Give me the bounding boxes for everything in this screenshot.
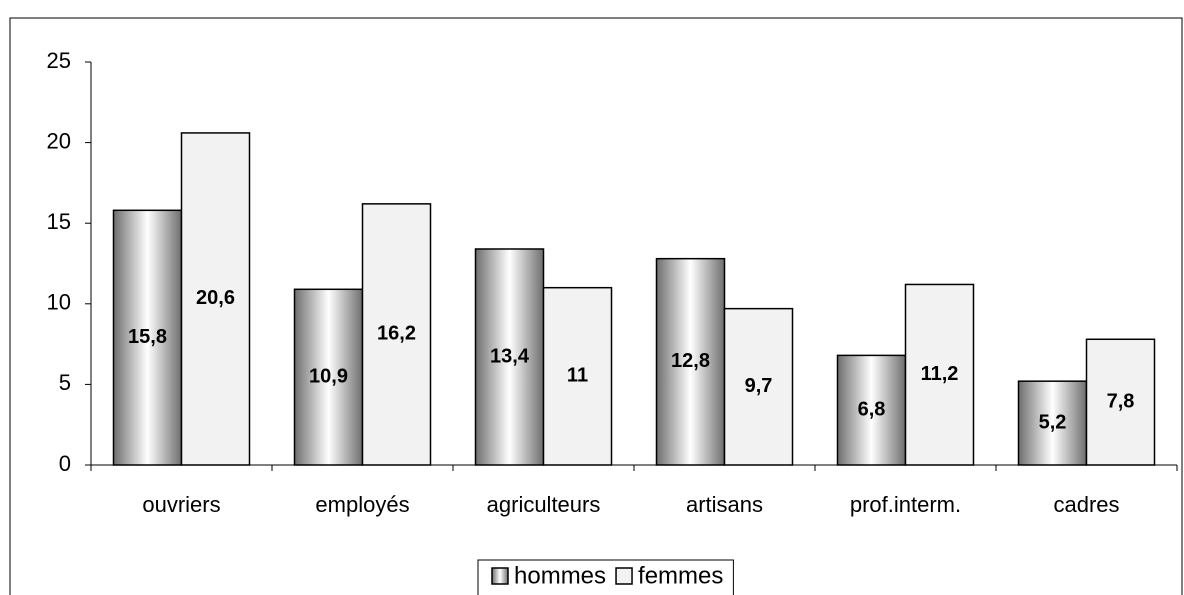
value-label: 7,8: [1107, 390, 1135, 412]
y-tick-label: 10: [47, 290, 71, 315]
value-label: 9,7: [745, 375, 773, 397]
value-label: 10,9: [309, 365, 348, 387]
chart-frame: [9, 17, 1183, 595]
bar: [836, 354, 907, 466]
bar: [542, 286, 613, 466]
legend-label: femmes: [638, 562, 723, 589]
value-label: 12,8: [671, 350, 710, 372]
bar: [112, 209, 183, 466]
value-label: 20,6: [196, 287, 235, 309]
y-tick-label: 20: [47, 128, 71, 153]
value-label: 6,8: [858, 398, 886, 420]
y-tick-label: 25: [47, 48, 71, 73]
value-label: 5,2: [1039, 411, 1067, 433]
bar: [293, 288, 364, 466]
y-tick-label: 15: [47, 209, 71, 234]
value-label: 11,2: [921, 363, 959, 385]
bar: [1017, 380, 1088, 466]
legend: hommes femmes: [477, 559, 734, 595]
bar: [904, 283, 975, 466]
legend-swatch: [615, 567, 633, 585]
legend-label: hommes: [514, 562, 606, 589]
x-tick-label: cadres: [1053, 492, 1119, 517]
bar: [1085, 338, 1156, 466]
bar: [180, 132, 251, 466]
x-tick-label: agriculteurs: [487, 492, 601, 517]
x-tick-label: prof.interm.: [850, 492, 961, 517]
value-label: 13,4: [490, 345, 530, 367]
legend-box: [477, 559, 734, 595]
bar: [655, 257, 726, 466]
x-tick-label: employés: [315, 492, 409, 517]
bar: [361, 203, 432, 466]
value-label: 15,8: [128, 326, 167, 348]
x-tick-label: artisans: [686, 492, 763, 517]
value-label: 11: [567, 365, 588, 387]
y-tick-label: 5: [59, 370, 71, 395]
bar: [723, 307, 794, 466]
x-tick-label: ouvriers: [142, 492, 220, 517]
legend-swatch: [491, 567, 509, 585]
y-tick-label: 0: [59, 451, 71, 476]
value-label: 16,2: [377, 323, 416, 345]
bar: [474, 248, 545, 466]
